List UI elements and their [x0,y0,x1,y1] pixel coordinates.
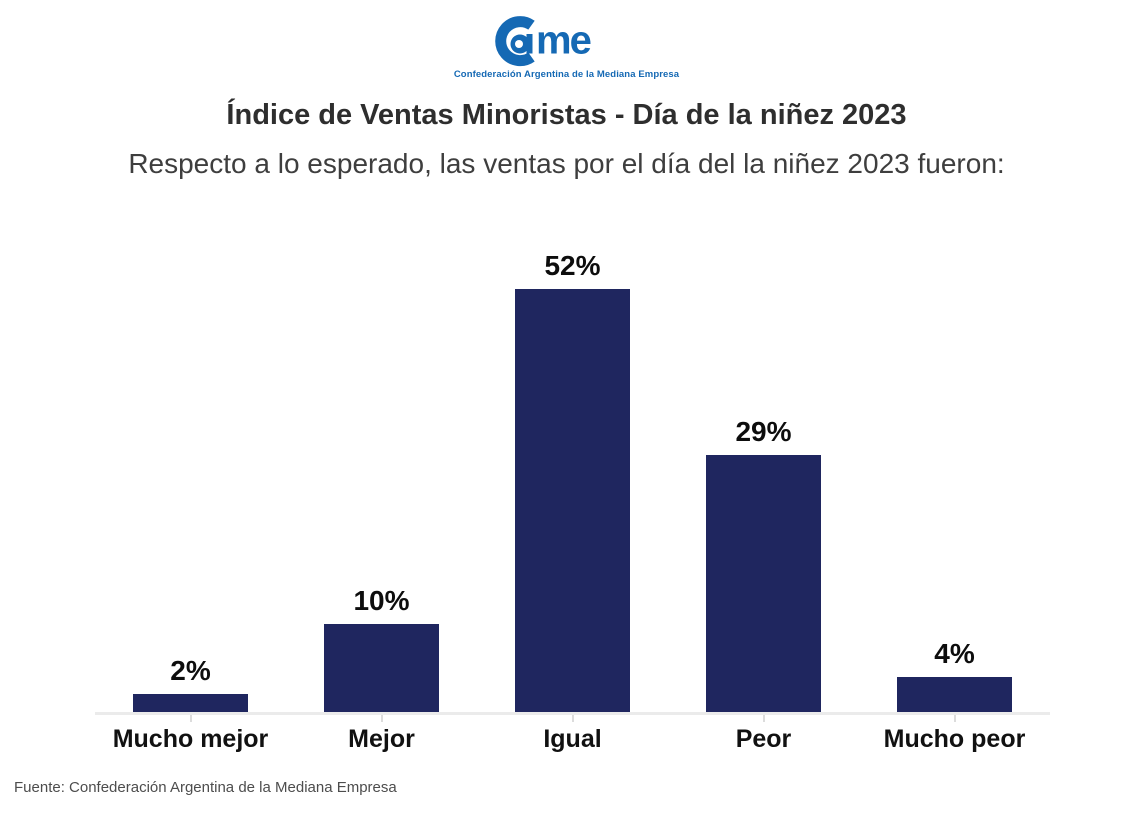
bar-value-label: 2% [170,655,211,687]
bar-group: 29% [668,252,859,712]
tick [286,715,477,722]
page-title: Índice de Ventas Minoristas - Día de la … [226,99,907,131]
bar-value-label: 29% [735,416,792,448]
came-logo: me Confederación Argentina de la Mediana… [0,12,1133,80]
tick-mark [571,715,574,722]
category-label: Peor [735,725,792,753]
bar [324,623,439,712]
bar-value-label: 52% [544,250,601,281]
tick-mark [762,715,765,722]
x-axis-ticks [95,715,1050,722]
category-label: Mucho peor [883,725,1026,753]
category-label: Mucho mejor [112,725,269,753]
bar-group: 10% [286,252,477,712]
came-logo-icon: me [494,16,592,67]
tick [668,715,859,722]
source-note: Fuente: Confederación Argentina de la Me… [14,779,397,796]
tick-mark [380,715,383,722]
page-subtitle: Respecto a lo esperado, las ventas por e… [128,148,1005,179]
x-axis-line [95,712,1050,715]
bar-group: 2% [95,252,286,712]
bar [133,694,248,712]
bar-chart: 2% 10% 52% 29% 4% Mucho mejor Mejor Igual Peor M… [95,252,1050,754]
plot-area: 2% 10% 52% 29% 4% [95,252,1050,712]
logo-tagline: Confederación Argentina de la Mediana Em… [453,69,680,80]
x-axis-labels: Mucho mejor Mejor Igual Peor Mucho peor [95,725,1050,754]
category-label: Mejor [348,725,415,753]
bar-group: 4% [859,252,1050,712]
bar [515,289,630,712]
tick [477,715,668,722]
bar [897,676,1012,712]
tick [859,715,1050,722]
tick-mark [953,715,956,722]
tick-mark [189,715,192,722]
bar-group: 52% [477,252,668,712]
category-label: Igual [543,725,602,753]
bar [706,455,821,712]
bar-value-label: 4% [934,637,975,669]
tick [95,715,286,722]
bar-value-label: 10% [353,584,410,616]
svg-text:me: me [536,19,591,63]
